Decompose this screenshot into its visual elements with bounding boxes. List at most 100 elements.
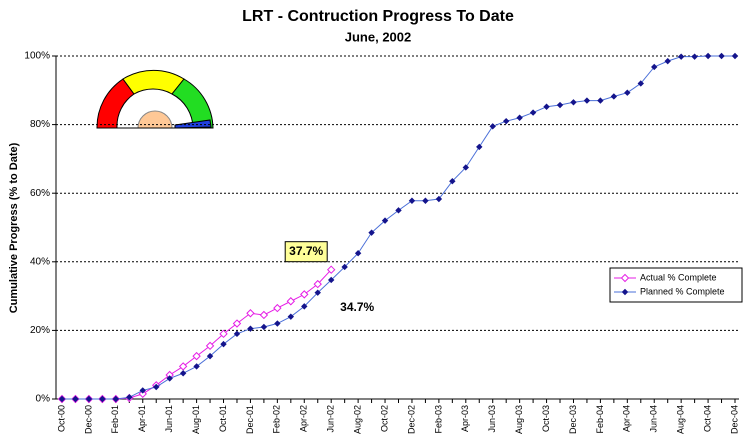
point: [489, 123, 496, 130]
point: [178, 362, 188, 371]
point: [449, 177, 456, 185]
point: [583, 97, 591, 104]
legend-box: [609, 267, 743, 303]
y-tick-label: 100%: [24, 51, 50, 62]
point: [99, 395, 106, 403]
point: [326, 265, 336, 274]
x-tick-label: Apr-04: [622, 405, 632, 432]
x-tick-label: Dec-04: [729, 405, 739, 434]
point: [718, 52, 725, 60]
y-tick-label: 60%: [30, 188, 50, 199]
point: [273, 303, 282, 313]
x-tick-label: Apr-01: [137, 405, 147, 432]
y-axis-label: Cumulative Progress (% to Date): [8, 142, 20, 313]
point: [219, 329, 228, 339]
point: [112, 395, 120, 403]
legend-marker: [621, 288, 629, 296]
point: [179, 370, 187, 377]
point: [637, 80, 644, 87]
point: [731, 52, 739, 60]
point: [395, 207, 402, 214]
x-tick-label: Oct-04: [702, 405, 712, 432]
point: [704, 52, 712, 60]
y-tick-label: 20%: [30, 325, 50, 336]
x-tick-label: Oct-02: [379, 405, 389, 432]
chart-title: LRT - Contruction Progress To Date: [242, 8, 514, 25]
series-line: [62, 269, 332, 400]
point: [435, 195, 443, 203]
point: [58, 395, 66, 403]
series-line: [62, 55, 735, 400]
point: [138, 389, 147, 399]
point: [193, 363, 200, 370]
point: [153, 383, 160, 391]
x-tick-label: Apr-03: [460, 405, 470, 432]
x-tick-label: Aug-01: [191, 405, 201, 434]
x-tick-label: Jun-04: [649, 405, 659, 433]
y-tick-label: 80%: [30, 119, 50, 130]
x-tick-label: Dec-01: [245, 405, 255, 434]
point: [314, 289, 321, 296]
point: [313, 279, 322, 289]
point: [139, 387, 146, 394]
x-tick-label: Apr-02: [299, 405, 309, 432]
point: [126, 394, 133, 401]
point: [301, 303, 308, 310]
data-label: 34.7%: [340, 300, 374, 314]
x-tick-label: Jun-01: [164, 405, 174, 433]
point: [206, 352, 214, 360]
point: [381, 217, 389, 224]
point: [529, 109, 537, 116]
x-tick-label: Oct-01: [218, 405, 228, 432]
point: [287, 313, 295, 320]
point: [72, 395, 79, 403]
point: [610, 93, 618, 100]
x-tick-label: Jun-02: [326, 405, 336, 433]
data-label-box: [284, 241, 328, 263]
legend-marker: [620, 273, 630, 283]
x-tick-label: Aug-02: [352, 405, 362, 434]
point: [220, 340, 227, 348]
point: [192, 351, 201, 361]
point: [408, 197, 416, 204]
point: [691, 53, 698, 60]
x-tick-label: Feb-04: [595, 405, 605, 434]
point: [597, 97, 604, 104]
point: [422, 197, 429, 204]
point: [677, 53, 685, 60]
point: [651, 63, 658, 71]
point: [259, 310, 269, 320]
chart-subtitle: June, 2002: [345, 29, 412, 44]
x-tick-label: Oct-03: [541, 405, 551, 432]
point: [476, 143, 483, 151]
x-tick-label: Dec-00: [83, 405, 93, 434]
point: [327, 276, 335, 284]
point: [570, 99, 577, 106]
x-tick-label: Feb-01: [110, 405, 120, 434]
point: [664, 57, 671, 65]
point: [556, 101, 564, 109]
point: [516, 114, 523, 121]
point: [543, 103, 550, 110]
gauge-icon: [96, 69, 214, 129]
x-tick-label: Aug-03: [514, 405, 524, 434]
legend-label: Planned % Complete: [640, 286, 725, 296]
x-tick-label: Oct-00: [56, 405, 66, 432]
x-tick-label: Dec-02: [406, 405, 416, 434]
data-label: 37.7%: [289, 244, 323, 258]
point: [260, 323, 268, 331]
point: [233, 330, 241, 338]
data-label-group: 37.7%: [284, 241, 328, 263]
x-tick-label: Dec-03: [568, 405, 578, 434]
point: [85, 395, 93, 403]
point: [166, 375, 173, 382]
point: [247, 325, 254, 332]
point: [502, 117, 510, 125]
x-tick-label: Feb-03: [433, 405, 443, 434]
point: [246, 309, 255, 318]
y-tick-label: 0%: [36, 394, 51, 405]
point: [274, 320, 281, 327]
point: [232, 319, 242, 328]
x-tick-label: Feb-02: [272, 405, 282, 434]
